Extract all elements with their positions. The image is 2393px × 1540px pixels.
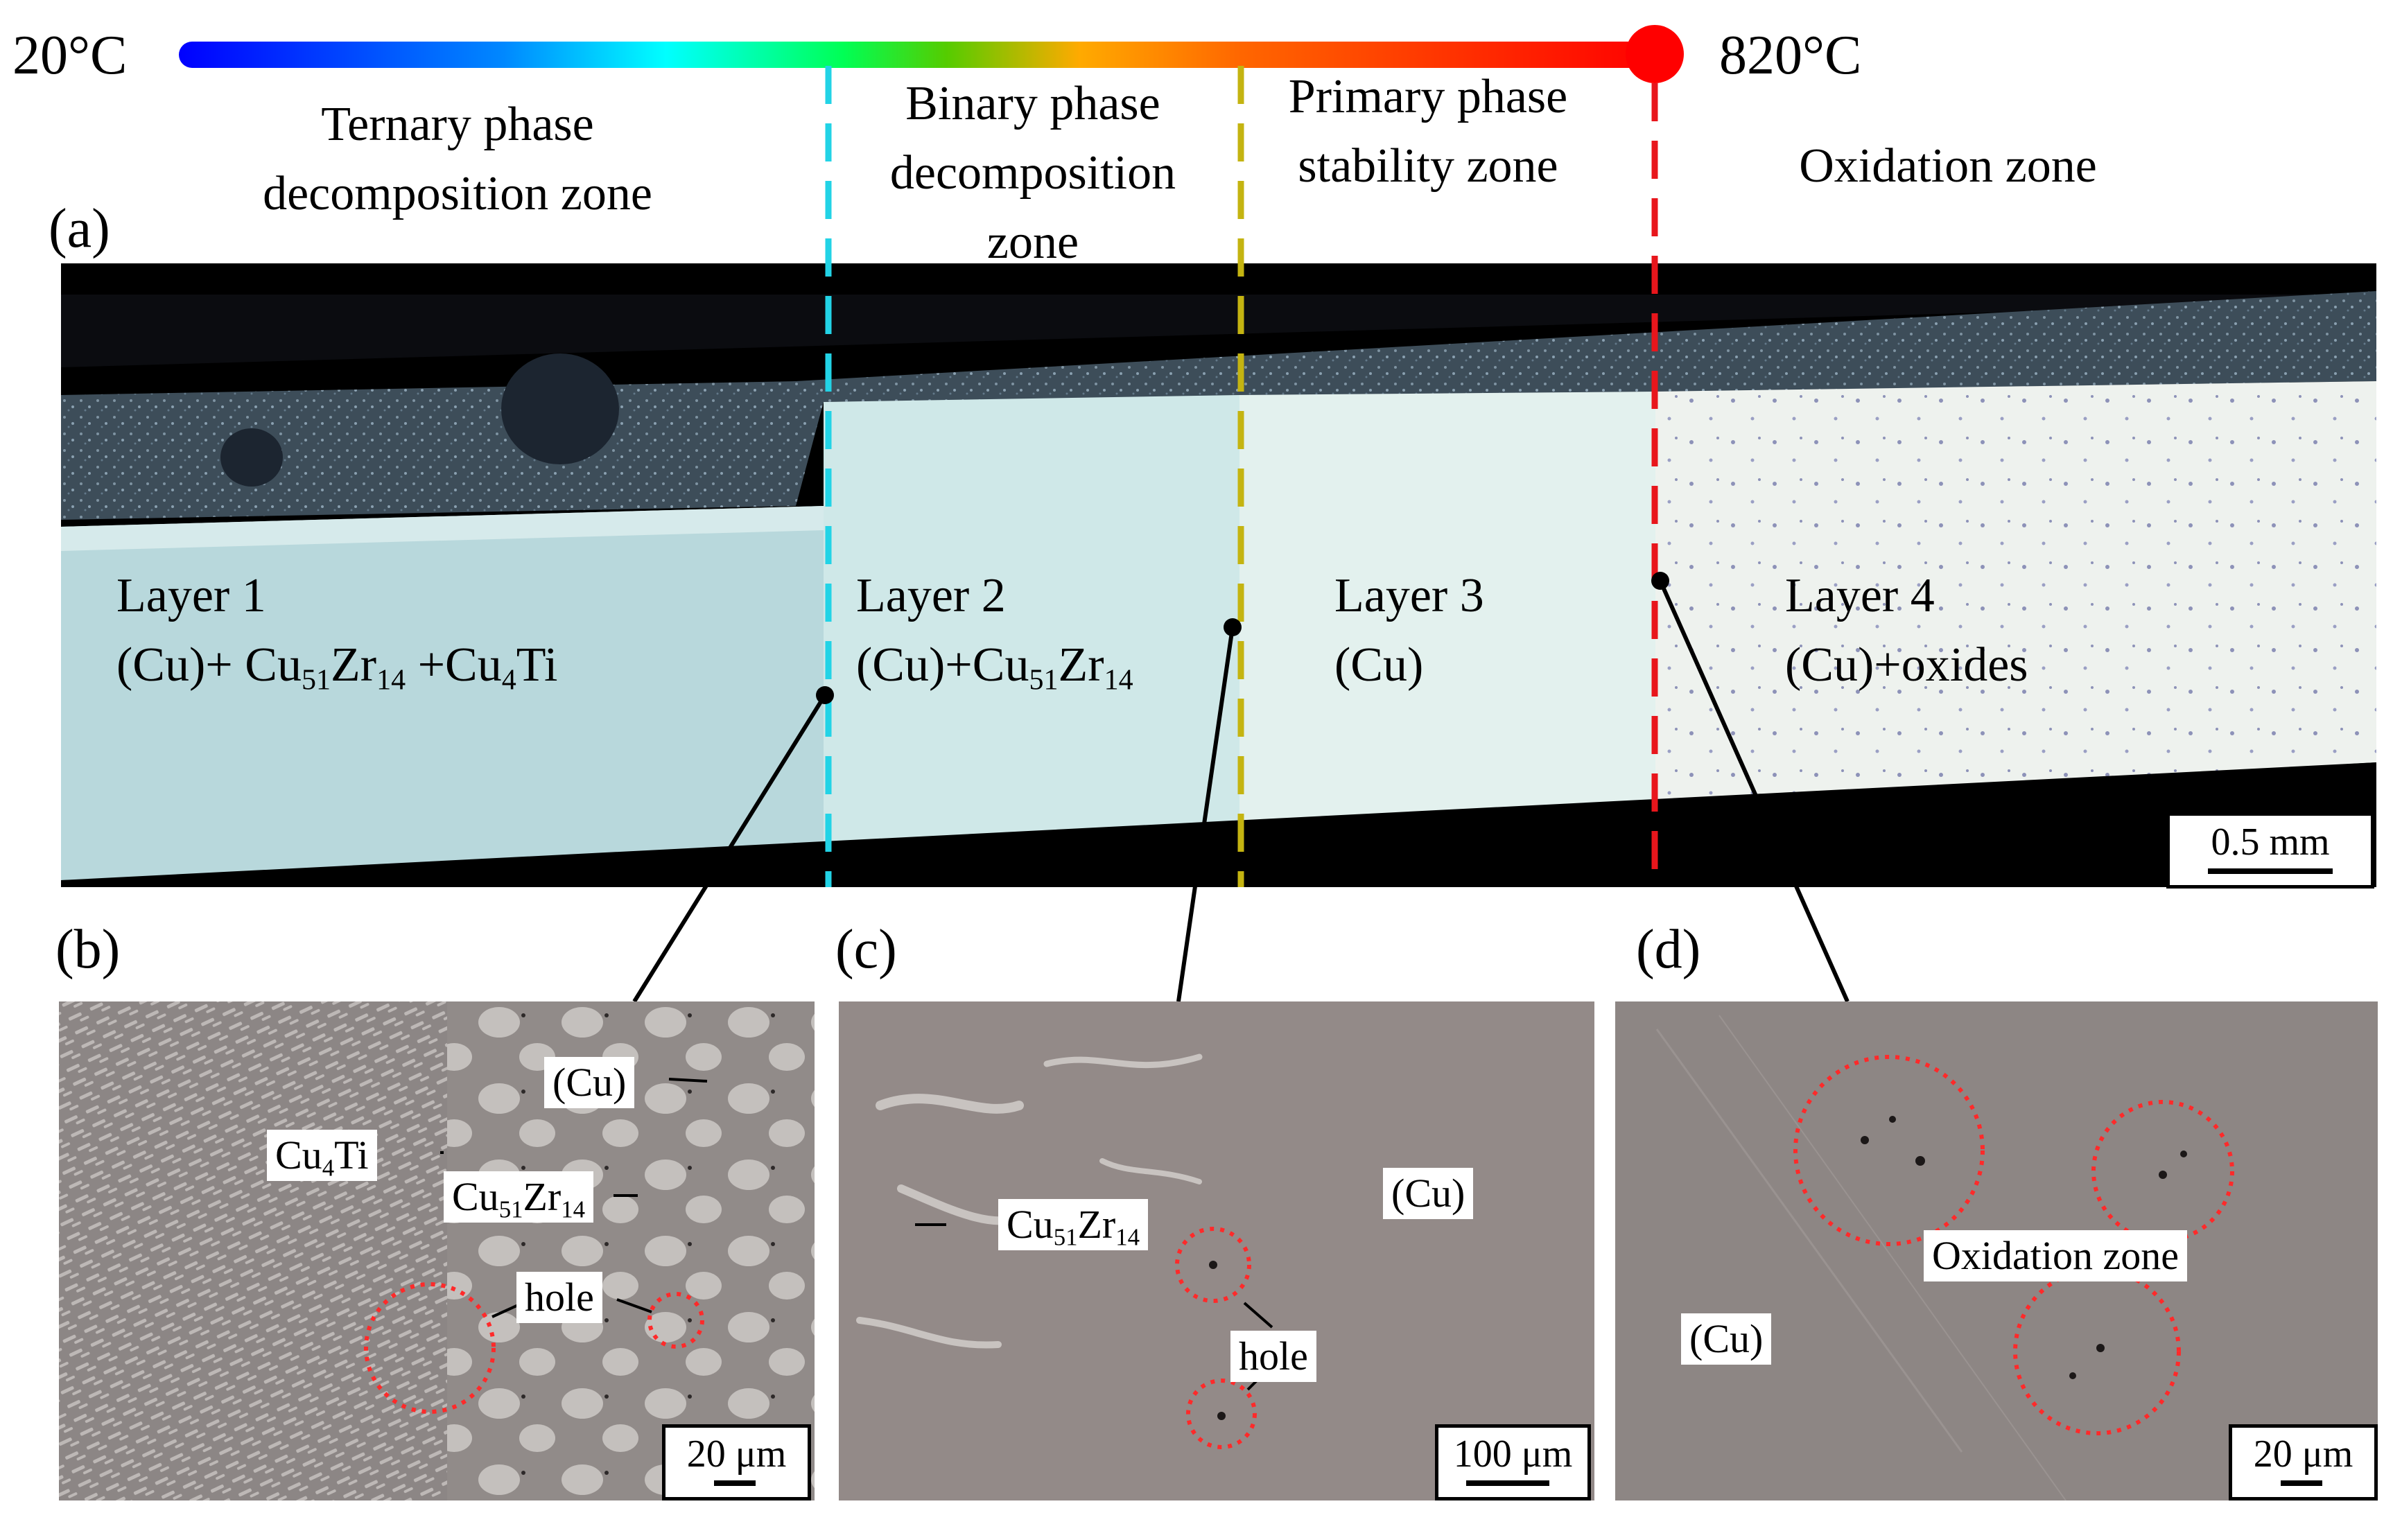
panel-b-hole-callout: hole — [516, 1272, 602, 1323]
resin-layer — [61, 295, 2376, 367]
layer-1-label: Layer 1 (Cu)+ Cu51Zr14 +Cu4Ti — [116, 561, 557, 700]
scale-bar-a-text: 0.5 mm — [2211, 821, 2330, 864]
hole-ring-lower — [1186, 1379, 1257, 1449]
scale-bar-a: 0.5 mm — [2166, 812, 2374, 889]
scale-bar-c: 100 μm — [1435, 1424, 1591, 1500]
layer-1-phases: (Cu)+ Cu51Zr14 +Cu4Ti — [116, 638, 558, 697]
panel-b-sem: (Cu) Cu4Ti Cu51Zr14 hole 20 μm — [59, 1001, 815, 1500]
zone-primary-title: Primary phase stability zone — [1288, 70, 1568, 193]
panel-c-label: (c) — [835, 919, 897, 980]
arrow-cu — [668, 1078, 708, 1083]
temperature-max-label: 820°C — [1719, 25, 1862, 86]
layer1-halo — [61, 506, 824, 551]
precipitate-1 — [876, 1094, 1024, 1114]
scale-bar-a-line — [2208, 868, 2333, 874]
coating-layer — [61, 291, 2376, 520]
hole-ring-small — [647, 1292, 704, 1349]
scale-bar-b: 20 μm — [662, 1424, 811, 1500]
micrograph-a-svg — [61, 291, 2376, 887]
arrow-hole-right — [616, 1298, 652, 1313]
panel-d-cu-callout: (Cu) — [1681, 1313, 1772, 1365]
layer-2-label: Layer 2 (Cu)+Cu51Zr14 — [856, 561, 1133, 700]
scale-bar-c-text: 100 μm — [1453, 1433, 1573, 1476]
oxidation-ring-right — [2091, 1100, 2234, 1243]
layer-3-name: Layer 3 — [1334, 569, 1484, 622]
layer2-substrate — [824, 395, 1239, 859]
precipitate-3 — [856, 1317, 1002, 1349]
layer-1-name: Layer 1 — [116, 569, 266, 622]
temperature-gradient-bar — [179, 42, 1655, 68]
scale-bar-d-line — [2281, 1480, 2322, 1486]
scale-bar-b-line — [714, 1480, 756, 1486]
layer-2-phases: (Cu)+Cu51Zr14 — [856, 638, 1133, 697]
connector-d — [1658, 579, 1850, 1003]
connector-b — [632, 694, 827, 1003]
bottom-resin — [61, 762, 2376, 887]
layer-2-name: Layer 2 — [856, 569, 1006, 622]
panel-b-cu-callout: (Cu) — [544, 1057, 635, 1108]
oxidation-ring-bottom — [2013, 1268, 2181, 1435]
panel-d-oxidation-callout: Oxidation zone — [1924, 1230, 2187, 1281]
pore-small — [220, 428, 283, 487]
zone-oxidation-title: Oxidation zone — [1799, 139, 2097, 193]
scale-bar-b-text: 20 μm — [686, 1433, 787, 1476]
layer4-oxide-dots — [1655, 381, 2376, 804]
precipitate-5 — [1099, 1158, 1202, 1184]
zone-binary-title: Binary phase decomposition zone — [889, 77, 1176, 269]
panel-c-hole-callout: hole — [1230, 1331, 1316, 1382]
arrow-hole-upper — [1243, 1302, 1273, 1329]
panel-c-cu-callout: (Cu) — [1383, 1168, 1474, 1219]
panel-c-sem: (Cu) Cu51Zr14 hole 100 μm — [839, 1001, 1594, 1500]
layer-3-label: Layer 3 (Cu) — [1334, 561, 1484, 700]
hole-ring-upper — [1175, 1227, 1251, 1303]
layer-3-phases: (Cu) — [1334, 638, 1424, 692]
panel-d-label: (d) — [1636, 919, 1701, 980]
panel-b-label: (b) — [55, 919, 121, 980]
panel-a-micrograph — [61, 263, 2376, 887]
temperature-min-label: 20°C — [12, 25, 128, 86]
temperature-end-marker — [1626, 25, 1684, 83]
oxidation-ring-left — [1793, 1055, 1985, 1246]
layer-4-name: Layer 4 — [1785, 569, 1935, 622]
layer-4-label: Layer 4 (Cu)+oxides — [1785, 561, 2028, 700]
scale-bar-d: 20 μm — [2229, 1424, 2378, 1500]
panel-c-texture — [856, 1053, 1273, 1449]
layer3-substrate — [1239, 392, 1655, 825]
panel-d-texture — [1655, 1015, 2234, 1500]
panel-b-cu4ti-callout: Cu4Ti — [267, 1130, 377, 1181]
layer-4-phases: (Cu)+oxides — [1785, 638, 2028, 692]
precipitate-4 — [1043, 1053, 1203, 1069]
layer1-substrate — [61, 506, 830, 880]
panel-d-sem: Oxidation zone (Cu) 20 μm — [1615, 1001, 2378, 1500]
hole-ring-large — [364, 1282, 496, 1414]
panel-b-cu51zr14-callout: Cu51Zr14 — [444, 1171, 594, 1223]
connector-c — [1176, 627, 1235, 1002]
zone-ternary-title: Ternary phase decomposition zone — [263, 98, 652, 220]
scale-bar-c-line — [1466, 1480, 1549, 1486]
scale-bar-d-text: 20 μm — [2253, 1433, 2353, 1476]
pore-large — [501, 353, 619, 464]
panel-c-cu51zr14-callout: Cu51Zr14 — [998, 1199, 1149, 1250]
panel-a-label: (a) — [49, 198, 110, 259]
